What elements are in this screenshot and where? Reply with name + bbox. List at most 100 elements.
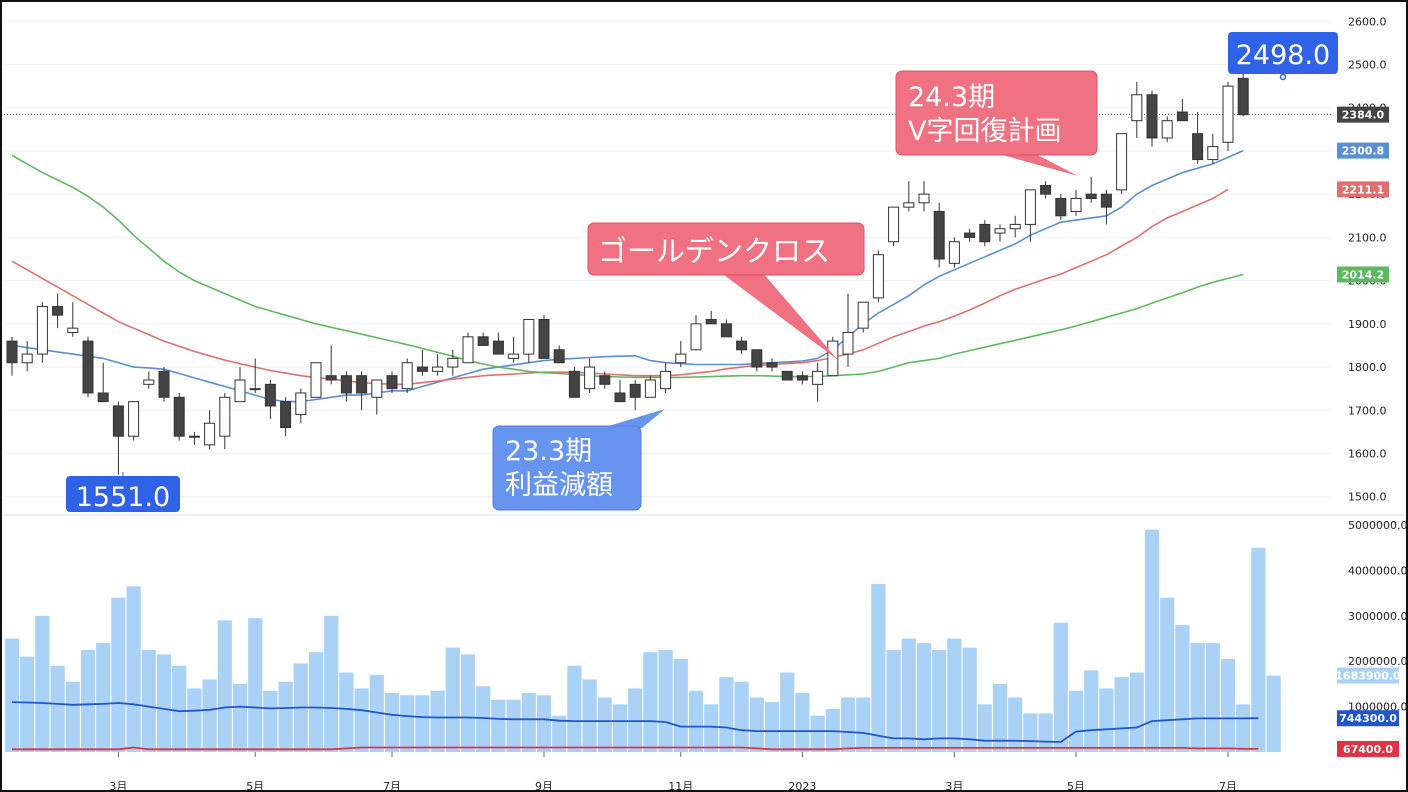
candle-up — [36, 306, 48, 355]
candle-up — [1009, 223, 1021, 230]
candle-down — [1146, 94, 1158, 139]
candle-down — [705, 319, 717, 325]
candle-up — [401, 362, 413, 390]
price-badges: 2384.0 2300.8 2211.1 2014.2 — [1337, 106, 1389, 283]
volume-bar — [369, 674, 384, 752]
candle-up — [690, 323, 702, 351]
candle-up — [143, 379, 155, 385]
price-tick-label: 2600.0 — [1348, 15, 1387, 28]
candle-down — [1040, 185, 1052, 195]
volume-bar — [764, 702, 780, 752]
candle-down — [979, 223, 991, 243]
candle-down — [1237, 77, 1249, 116]
volume-bar — [1038, 713, 1053, 752]
volume-bar — [20, 656, 35, 752]
candle-down — [1192, 133, 1204, 161]
volume-bar — [1114, 677, 1129, 752]
volume-bar — [688, 690, 704, 752]
candle-up — [584, 366, 596, 390]
price-tick-label: 1800.0 — [1348, 361, 1387, 374]
volume-bar — [141, 649, 156, 752]
candle-up — [204, 422, 216, 446]
x-tick-label: 2023 — [788, 780, 816, 792]
candle-down — [781, 370, 793, 381]
candle-down — [173, 396, 185, 437]
volume-bar — [1068, 690, 1084, 752]
volume-bar — [567, 665, 582, 752]
candle-up — [310, 362, 322, 398]
volume-bar — [506, 699, 521, 752]
volume-bar — [704, 704, 719, 752]
ma-line-long — [11, 154, 1244, 379]
candle-down — [1055, 197, 1067, 217]
volume-bar — [202, 679, 217, 752]
volume-bar — [992, 683, 1008, 752]
candle-down — [736, 340, 748, 351]
candle-down — [158, 370, 170, 398]
candle-up — [21, 353, 33, 364]
golden-cross-callout: ゴールデンクロス — [587, 222, 865, 360]
candle-up — [1131, 94, 1143, 122]
volume-badge-label: 1683900.0 — [1335, 670, 1401, 683]
fy24-callout: 24.3期 V字回復計画 — [895, 70, 1098, 176]
volume-bar — [901, 638, 916, 752]
candle-up — [994, 228, 1006, 234]
volume-bar — [156, 654, 172, 752]
candle-down — [477, 336, 489, 346]
candle-down — [416, 366, 428, 372]
candle-down — [553, 349, 565, 364]
candle-down — [325, 375, 337, 381]
volume-bar — [1023, 713, 1038, 752]
volume-bar — [1160, 597, 1175, 752]
candle-up — [827, 340, 839, 377]
candle-up — [249, 388, 261, 391]
volume-bar — [263, 690, 278, 752]
volume-tick-label: 4000000.0 — [1348, 564, 1408, 577]
volume-bar — [947, 638, 962, 752]
candle-down — [766, 362, 778, 368]
volume-bar — [780, 672, 795, 752]
candle-up — [1161, 120, 1173, 139]
candle-up — [1207, 146, 1219, 161]
volume-bar — [187, 688, 202, 752]
price-badge-label: 2014.2 — [1342, 268, 1384, 281]
volume-bar — [916, 643, 932, 752]
volume-bar — [719, 677, 734, 752]
price-tick-label: 1700.0 — [1348, 404, 1387, 417]
candle-down — [280, 401, 292, 429]
candle-down — [52, 306, 64, 316]
volume-bar — [476, 686, 491, 752]
volume-bar — [840, 697, 856, 752]
volume-bar — [1008, 697, 1023, 752]
candle-up — [888, 206, 900, 243]
volume-bar — [871, 584, 886, 752]
volume-bar — [1190, 643, 1205, 752]
price-badge-label: 2300.8 — [1342, 145, 1384, 158]
candle-up — [295, 392, 307, 416]
x-tick-label: 5月 — [1067, 780, 1085, 792]
volume-bar — [308, 652, 324, 752]
volume-bar — [1084, 670, 1099, 752]
golden-cross-label: ゴールデンクロス — [598, 234, 830, 268]
x-tick-label: 9月 — [535, 780, 553, 792]
candle-up — [128, 401, 140, 437]
candle-up — [842, 331, 854, 355]
x-tick-label: 3月 — [109, 780, 127, 792]
candle-down — [751, 349, 763, 368]
moving-averages — [11, 149, 1244, 403]
volume-averages — [11, 701, 1259, 751]
volume-bar — [172, 665, 187, 752]
high-badge: 2498.0 — [1228, 32, 1338, 81]
candle-up — [948, 241, 960, 264]
candle-up — [1070, 197, 1082, 212]
volume-axis: 1000000.02000000.03000000.04000000.05000… — [1348, 519, 1408, 714]
ma-line-short — [11, 149, 1244, 403]
candle-down — [599, 375, 611, 385]
candle-up — [660, 370, 672, 390]
low-badge: 1551.0 — [66, 472, 180, 513]
candle-up — [447, 357, 459, 368]
price-axis: 1500.01600.01700.01800.01900.02000.02100… — [1348, 15, 1387, 503]
volume-bar — [111, 597, 126, 752]
volume-bar — [886, 649, 901, 752]
candle-down — [340, 375, 352, 394]
